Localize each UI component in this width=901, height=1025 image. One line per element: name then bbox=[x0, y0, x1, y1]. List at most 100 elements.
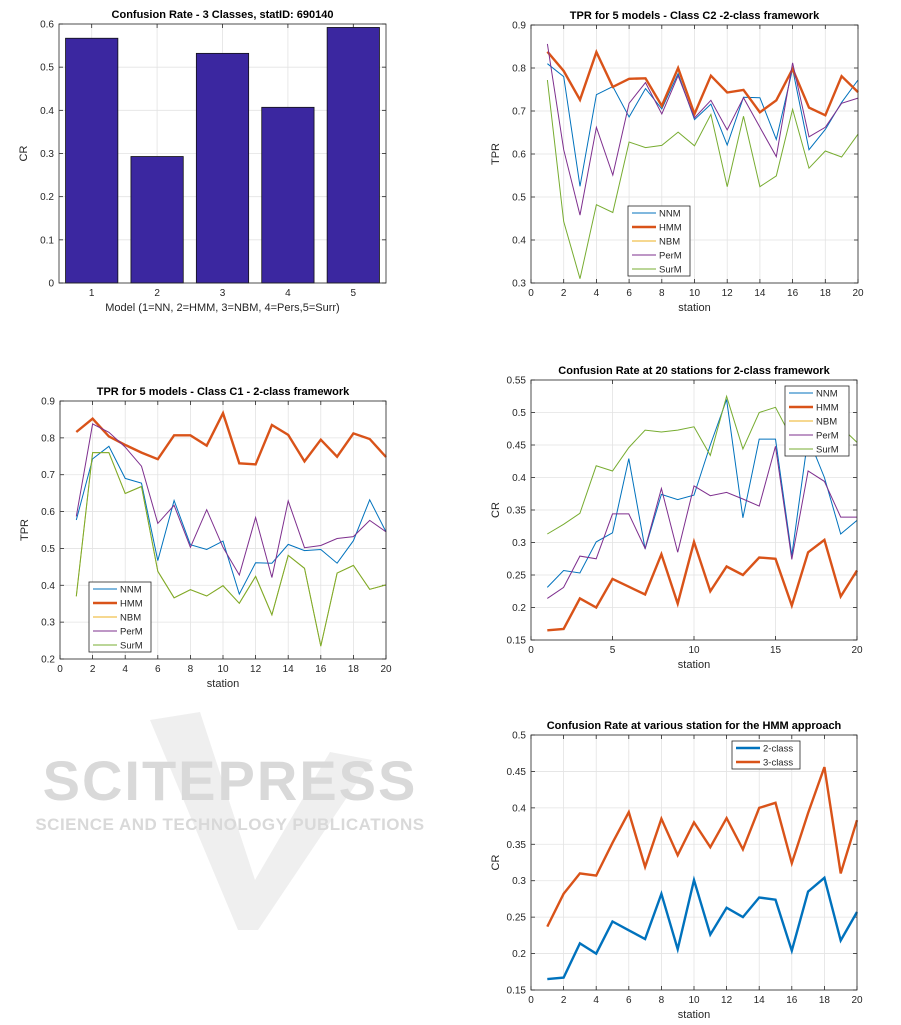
legend: NNM HMM NBM PerM SurM bbox=[627, 205, 691, 277]
legend-label-hmm: HMM bbox=[816, 402, 839, 413]
series-line-perm bbox=[547, 446, 857, 599]
series-line-surm bbox=[546, 79, 859, 279]
x-tick-label: 12 bbox=[721, 995, 733, 1006]
x-tick-label: 18 bbox=[819, 995, 831, 1006]
legend-label-nnm: NNM bbox=[816, 388, 838, 399]
y-tick-label: 0.2 bbox=[512, 949, 526, 960]
series-line-nnm bbox=[75, 445, 387, 596]
x-tick-label: 4 bbox=[594, 288, 600, 299]
series-lines bbox=[546, 43, 859, 279]
bar-1 bbox=[65, 37, 119, 284]
y-tick-label: 0.4 bbox=[40, 106, 54, 117]
x-tick-label: 20 bbox=[851, 645, 863, 656]
watermark-chevron bbox=[150, 712, 372, 930]
axes-frame bbox=[59, 400, 387, 660]
x-tick-labels: 1 2 3 4 5 bbox=[89, 288, 357, 299]
y-tick-label: 0.7 bbox=[41, 470, 55, 481]
x-tick-label: 12 bbox=[250, 664, 262, 675]
x-tick-label: 10 bbox=[688, 645, 700, 656]
y-tick-label: 0.3 bbox=[512, 279, 526, 290]
legend-label-surm: SurM bbox=[659, 264, 682, 275]
x-tick-label: 10 bbox=[688, 995, 700, 1006]
x-tick-label: 8 bbox=[659, 995, 665, 1006]
y-tick-label: 0.15 bbox=[507, 986, 527, 997]
x-tick-label: 3 bbox=[220, 288, 226, 299]
x-tick-label: 18 bbox=[820, 288, 832, 299]
y-tick-label: 0.25 bbox=[507, 571, 527, 582]
chart-title: TPR for 5 models - Class C1 - 2-class fr… bbox=[97, 386, 350, 398]
y-tick-label: 0.5 bbox=[40, 63, 54, 74]
y-tick-label: 0.3 bbox=[512, 876, 526, 887]
x-tick-label: 4 bbox=[122, 664, 128, 675]
x-tick-label: 1 bbox=[89, 288, 95, 299]
x-axis-label: station bbox=[678, 659, 710, 671]
legend-label-perm: PerM bbox=[659, 250, 682, 261]
x-tick-label: 10 bbox=[217, 664, 229, 675]
y-tick-labels: 0.2 0.3 0.4 0.5 0.6 0.7 0.8 0.9 bbox=[41, 397, 55, 666]
watermark: SCITEPRESS SCIENCE AND TECHNOLOGY PUBLIC… bbox=[35, 712, 424, 930]
x-tick-label: 18 bbox=[348, 664, 360, 675]
chart-title: Confusion Rate at various station for th… bbox=[547, 720, 842, 732]
y-tick-label: 0.5 bbox=[512, 731, 526, 742]
series-line-hmm bbox=[75, 410, 387, 466]
legend-box bbox=[731, 740, 801, 770]
legend-label-3-class: 3-class bbox=[763, 757, 793, 768]
chart-title: TPR for 5 models - Class C2 -2-class fra… bbox=[570, 10, 820, 22]
legend-label-nnm: NNM bbox=[120, 584, 142, 595]
bar-2 bbox=[130, 156, 184, 284]
chart-confusion-rate-hmm: 0 2 4 6 8 10 12 14 16 18 20 0.150.20.250.30.350.40… bbox=[490, 720, 863, 1021]
legend-label-nbm: NBM bbox=[816, 416, 837, 427]
legend-label-nbm: NBM bbox=[120, 612, 141, 623]
legend-label-perm: PerM bbox=[816, 430, 839, 441]
series-line-2-class bbox=[547, 875, 859, 981]
y-tick-label: 0.6 bbox=[40, 20, 54, 31]
legend-label-surm: SurM bbox=[816, 444, 839, 455]
x-tick-label: 20 bbox=[851, 995, 863, 1006]
x-tick-label: 15 bbox=[770, 645, 782, 656]
y-tick-labels: 0.15 0.2 0.25 0.3 0.35 0.4 0.45 0.5 bbox=[507, 731, 527, 997]
legend-label-nnm: NNM bbox=[659, 208, 681, 219]
chart-confusion-rate-3-classes: 1 2 3 4 5 0 0.1 0.2 0.3 0.4 0.5 0.6 Confusion Rate… bbox=[18, 9, 387, 314]
y-tick-labels: 0 0.1 0.2 0.3 0.4 0.5 0.6 bbox=[40, 20, 54, 290]
x-tick-label: 8 bbox=[659, 288, 665, 299]
bars bbox=[65, 27, 380, 284]
y-tick-label: 0.6 bbox=[512, 150, 526, 161]
y-tick-label: 0.5 bbox=[512, 408, 526, 419]
x-tick-label: 2 bbox=[154, 288, 160, 299]
y-tick-label: 0.4 bbox=[41, 581, 55, 592]
series-line-3-class bbox=[546, 766, 859, 928]
x-tick-label: 6 bbox=[626, 995, 632, 1006]
x-tick-label: 2 bbox=[561, 288, 567, 299]
x-tick-label: 4 bbox=[285, 288, 291, 299]
bar-4 bbox=[261, 106, 315, 284]
series-line-perm bbox=[75, 423, 387, 578]
y-tick-label: 0.8 bbox=[512, 64, 526, 75]
legend-label-2-class: 2-class bbox=[763, 743, 793, 754]
x-tick-label: 0 bbox=[528, 288, 534, 299]
axes-frame bbox=[58, 23, 387, 284]
x-tick-label: 0 bbox=[528, 645, 534, 656]
y-tick-labels: 0.3 0.4 0.5 0.6 0.7 0.8 0.9 bbox=[512, 21, 526, 290]
series-line-hmm bbox=[546, 48, 859, 118]
grid bbox=[530, 734, 858, 991]
x-tick-label: 8 bbox=[188, 664, 194, 675]
x-tick-labels: 0 5 10 15 20 bbox=[528, 645, 863, 656]
chart-confusion-rate-20-stations: 0 5 10 15 20 0.15 0.2 0.25 0.3 0.35 0.4 0.45 0.5 0.5… bbox=[490, 365, 863, 671]
bar-3 bbox=[195, 52, 250, 284]
chart-title: Confusion Rate at 20 stations for 2-clas… bbox=[558, 365, 830, 377]
y-tick-label: 0.3 bbox=[41, 618, 55, 629]
legend-label-hmm: HMM bbox=[120, 598, 143, 609]
axes-frame bbox=[530, 734, 858, 991]
y-tick-label: 0.45 bbox=[507, 441, 527, 452]
y-axis-label: CR bbox=[18, 146, 30, 162]
x-tick-label: 5 bbox=[351, 288, 357, 299]
legend-label-hmm: HMM bbox=[659, 222, 682, 233]
x-axis-label: Model (1=NN, 2=HMM, 3=NBM, 4=Pers,5=Surr… bbox=[105, 302, 339, 314]
x-tick-label: 5 bbox=[610, 645, 616, 656]
y-tick-label: 0.4 bbox=[512, 803, 526, 814]
series-lines bbox=[75, 410, 387, 647]
x-tick-label: 2 bbox=[90, 664, 96, 675]
y-axis-label: CR bbox=[490, 502, 502, 518]
series-line-surm bbox=[75, 452, 387, 647]
